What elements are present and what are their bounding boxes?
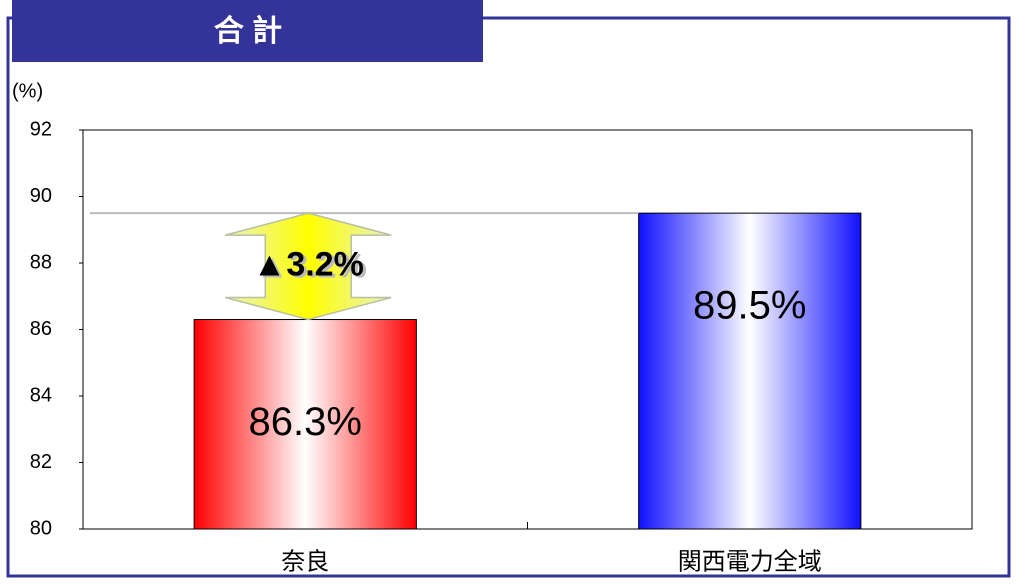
y-tick-label: 84 <box>30 384 52 406</box>
frame <box>6 16 1011 578</box>
title-box <box>12 0 483 62</box>
annotation: ▲3.2% <box>256 247 367 285</box>
annotation: ▲3.2% <box>253 245 364 283</box>
difference-arrow <box>225 212 392 321</box>
y-tick-label: 88 <box>30 251 52 273</box>
x-tick-label: 関西電力全域 <box>678 548 822 575</box>
y-tick-label: 90 <box>30 185 52 207</box>
chart-title: 合 計 <box>214 14 282 48</box>
x-tick-label: 奈良 <box>281 548 329 575</box>
y-tick-label: 82 <box>30 451 52 473</box>
y-tick-label: 86 <box>30 318 52 340</box>
value-label: 89.5% <box>693 283 806 327</box>
y-tick-label: 92 <box>30 118 52 140</box>
y-tick-label: 80 <box>30 517 52 539</box>
bar <box>638 212 862 530</box>
value-label: 86.3% <box>249 400 362 444</box>
bar <box>193 319 417 530</box>
y-axis-label: (%) <box>12 80 43 102</box>
